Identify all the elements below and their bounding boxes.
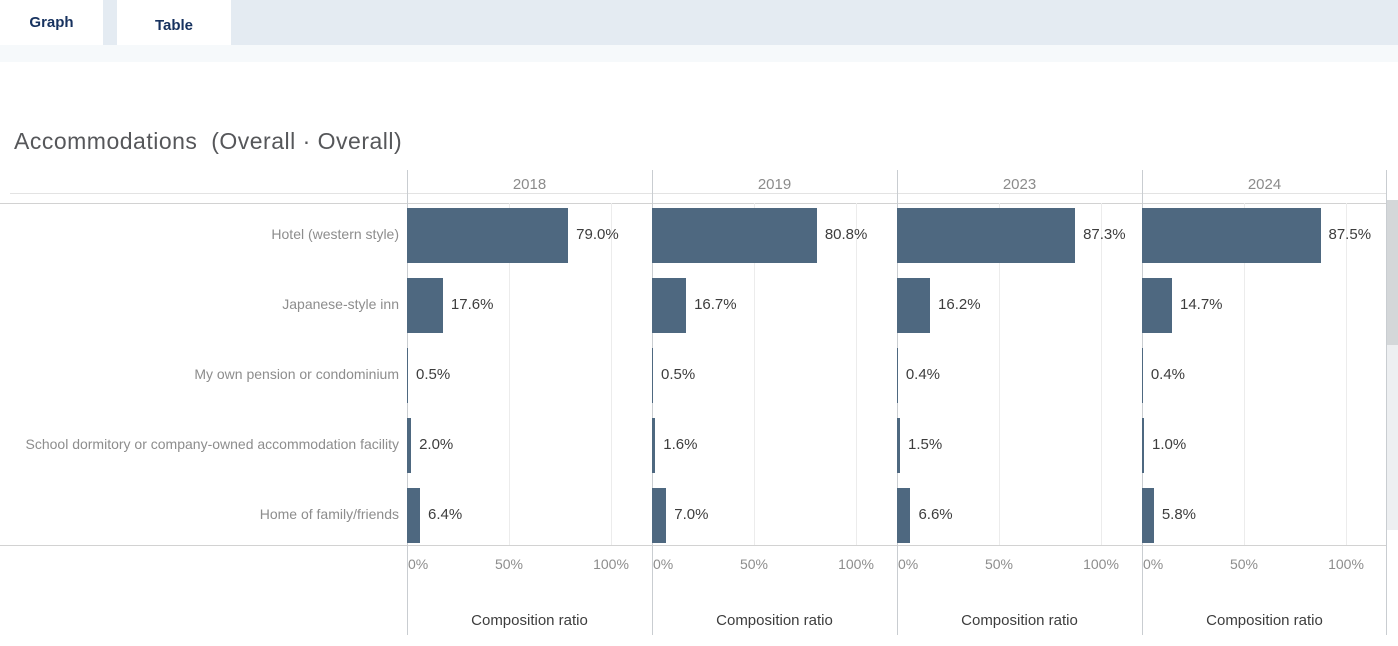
- tab-bar-lower-strip: [0, 45, 1398, 62]
- chart-title: Accommodations (Overall · Overall): [14, 128, 403, 154]
- x-axis-title: Composition ratio: [471, 612, 588, 629]
- bar-value-label: 1.6%: [663, 436, 698, 453]
- bar-value-label: 7.0%: [674, 506, 709, 523]
- x-tick-label: 0%: [408, 556, 429, 572]
- x-tick-label: 0%: [1143, 556, 1164, 572]
- header-underline: [10, 193, 1386, 194]
- bar-value-label: 0.4%: [905, 366, 941, 383]
- bar[interactable]: [407, 207, 569, 263]
- bar-value-label: 87.3%: [1083, 226, 1126, 243]
- gridline-100: [856, 203, 857, 545]
- panel-divider: [1142, 170, 1143, 635]
- bar-value-label: 87.5%: [1328, 226, 1372, 243]
- bar[interactable]: [897, 277, 931, 333]
- year-header: 2018: [512, 176, 547, 193]
- category-label: Hotel (western style): [0, 201, 399, 269]
- category-label-text: Hotel (western style): [271, 226, 399, 243]
- bar-value-label: 1.0%: [1152, 436, 1187, 453]
- category-label: School dormitory or company-owned accomm…: [0, 411, 400, 479]
- x-axis-title: Composition ratio: [1206, 612, 1323, 629]
- plot-bottom-border: [0, 545, 1386, 546]
- gridline-50: [999, 203, 1000, 545]
- x-axis-title: Composition ratio: [961, 612, 1078, 629]
- panel-divider: [1386, 170, 1387, 635]
- bar[interactable]: [897, 347, 898, 403]
- tab-table[interactable]: Table: [117, 0, 231, 50]
- bar[interactable]: [897, 417, 901, 473]
- bar-value-label: 6.6%: [918, 506, 953, 523]
- bar-value-label: 0.5%: [661, 366, 696, 383]
- scrollbar-thumb[interactable]: [1387, 200, 1398, 345]
- x-tick-label: 50%: [494, 556, 524, 572]
- x-tick-label: 100%: [838, 556, 874, 572]
- gridline-50: [1244, 203, 1245, 545]
- gridline-100: [611, 203, 612, 545]
- bar[interactable]: [407, 277, 443, 333]
- gridline-50: [754, 203, 755, 545]
- bar[interactable]: [652, 487, 667, 543]
- category-label-text: Home of family/friends: [259, 506, 399, 523]
- bar-value-label: 0.4%: [1150, 366, 1186, 383]
- bar[interactable]: [897, 487, 911, 543]
- x-tick-label: 50%: [1229, 556, 1259, 572]
- x-tick-label: 0%: [898, 556, 919, 572]
- panel-divider: [407, 170, 408, 635]
- category-label-text: School dormitory or company-owned accomm…: [25, 436, 400, 453]
- bar[interactable]: [652, 207, 817, 263]
- gridline-50: [509, 203, 510, 545]
- bar-value-label: 14.7%: [1179, 296, 1223, 313]
- tab-bar: Graph Table: [0, 0, 1398, 50]
- x-tick-label: 100%: [593, 556, 629, 572]
- bar-value-label: 0.5%: [416, 366, 451, 383]
- x-tick-label: 50%: [984, 556, 1014, 572]
- bar-value-label: 16.2%: [938, 296, 981, 313]
- x-tick-label: 100%: [1083, 556, 1119, 572]
- category-label-text: My own pension or condominium: [194, 366, 399, 383]
- bar[interactable]: [652, 347, 654, 403]
- bar-value-label: 79.0%: [576, 226, 619, 243]
- bar[interactable]: [1142, 347, 1143, 403]
- vertical-scrollbar[interactable]: [1387, 200, 1398, 530]
- bar[interactable]: [1142, 417, 1145, 473]
- bar-value-label: 2.0%: [419, 436, 454, 453]
- bar-value-label: 17.6%: [450, 296, 494, 313]
- gridline-100: [1101, 203, 1102, 545]
- gridline-100: [1346, 203, 1347, 545]
- tab-graph[interactable]: Graph: [0, 0, 103, 45]
- x-tick-label: 100%: [1328, 556, 1364, 572]
- year-header: 2019: [757, 176, 792, 193]
- plot-top-border: [0, 203, 1386, 204]
- x-axis-title: Composition ratio: [716, 612, 833, 629]
- panel-divider: [897, 170, 898, 635]
- category-label: My own pension or condominium: [0, 341, 399, 409]
- year-header: 2024: [1247, 176, 1282, 193]
- category-label: Japanese-style inn: [0, 271, 399, 339]
- bar-value-label: 6.4%: [428, 506, 463, 523]
- bar[interactable]: [407, 347, 409, 403]
- bar-value-label: 16.7%: [694, 296, 737, 313]
- bar[interactable]: [407, 417, 412, 473]
- bar[interactable]: [897, 207, 1076, 263]
- category-label-text: Japanese-style inn: [282, 296, 399, 313]
- bar[interactable]: [652, 277, 687, 333]
- bar-value-label: 1.5%: [908, 436, 943, 453]
- x-tick-label: 50%: [739, 556, 769, 572]
- bar[interactable]: [1142, 207, 1321, 263]
- bar[interactable]: [1142, 487, 1154, 543]
- category-label: Home of family/friends: [0, 481, 399, 549]
- bar-value-label: 5.8%: [1161, 506, 1197, 523]
- bar[interactable]: [1142, 277, 1172, 333]
- bar[interactable]: [407, 487, 421, 543]
- bar-value-label: 80.8%: [824, 226, 868, 243]
- bar[interactable]: [652, 417, 656, 473]
- year-header: 2023: [1002, 176, 1037, 193]
- x-tick-label: 0%: [653, 556, 674, 572]
- panel-divider: [652, 170, 653, 635]
